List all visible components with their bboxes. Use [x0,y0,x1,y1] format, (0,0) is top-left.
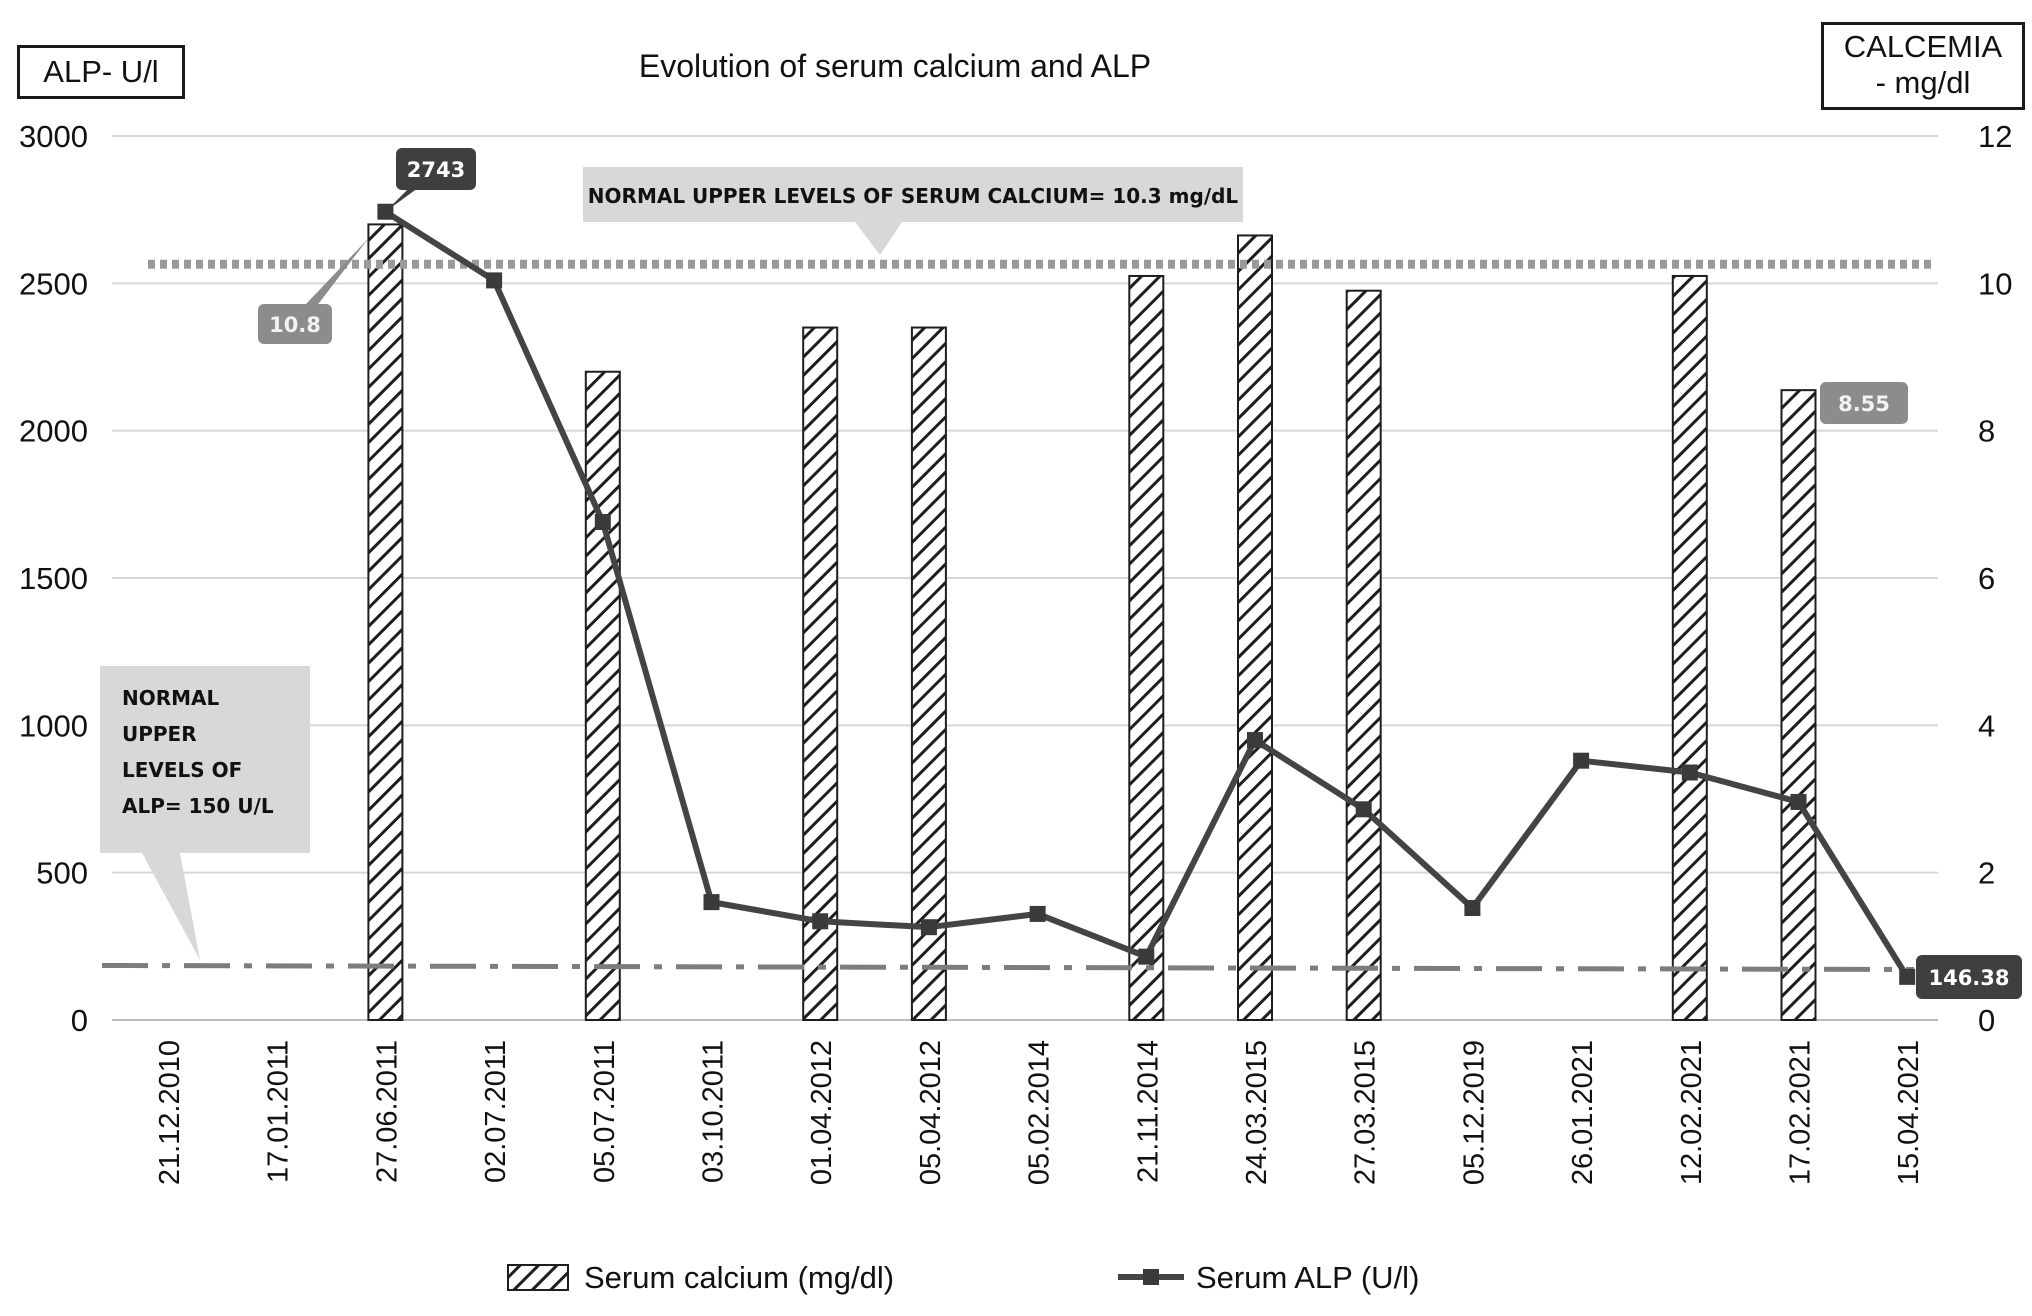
calcium-bar [1780,389,1817,1021]
right-tick-label: 12 [1978,119,2012,154]
callout-label: 10.8 [269,313,321,337]
left-axis-ticks: 0 500 1000 1500 2000 2500 3000 [19,119,88,1038]
x-tick-label: 27.06.2011 [371,1040,403,1183]
alp-reference-pointer [142,853,200,960]
x-tick-label: 26.01.2021 [1567,1040,1599,1185]
right-tick-label: 6 [1978,561,1995,596]
right-axis-title-line2: - mg/dl [1875,65,1971,100]
x-tick-label: 12.02.2021 [1676,1040,1708,1185]
callouts: 2743 10.8 8.55 146.38 [258,148,2022,999]
calcium-bar [910,326,947,1021]
alp-point-marker [1573,752,1590,769]
alp-point-marker [812,913,829,930]
callout-box [396,148,476,190]
alp-point-marker [1464,900,1481,917]
x-tick-label: 05.07.2011 [589,1040,621,1183]
legend-alp-label: Serum ALP (U/l) [1196,1260,1419,1295]
left-tick-label: 1500 [19,561,88,596]
x-tick-label: 17.01.2011 [263,1040,295,1183]
alp-point-marker [1247,732,1263,749]
left-tick-label: 2000 [19,414,88,449]
x-tick-label: 15.04.2021 [1893,1040,1925,1185]
x-tick-label: 17.02.2021 [1785,1040,1817,1185]
calcium-bar [1128,274,1165,1021]
legend-alp-marker [1143,1269,1159,1285]
right-tick-label: 0 [1978,1003,1995,1038]
left-tick-label: 0 [71,1003,88,1038]
calcium-bar [802,326,839,1021]
calcium-bar [1237,234,1273,1021]
alp-reference-label-line: UPPER [122,722,197,746]
legend-calcium-swatch [507,1264,569,1291]
right-tick-label: 2 [1978,856,1995,891]
x-tick-label: 01.04.2012 [806,1040,838,1185]
calcium-bars [367,223,1817,1021]
x-tick-label: 24.03.2015 [1241,1040,1273,1185]
callout-box [1820,382,1908,424]
alp-reference-label-line: NORMAL [122,686,220,710]
alp-reference-box [100,666,310,853]
legend-calcium-label: Serum calcium (mg/dl) [584,1260,894,1295]
calcium-bar [584,370,621,1021]
left-tick-label: 500 [36,856,88,891]
callout-pointer [385,169,444,212]
x-tick-label: 27.03.2015 [1350,1040,1382,1185]
x-tick-label: 21.12.2010 [154,1040,186,1185]
right-axis-title: CALCEMIA - mg/dl [1821,22,2025,110]
alp-point-marker [486,272,503,289]
calcium-bar [367,223,404,1021]
legend: Serum calcium (mg/dl) Serum ALP (U/l) [507,1260,1419,1295]
left-axis-title: ALP- U/l [17,45,185,99]
calcium-reference-box [583,167,1243,222]
callout-pointer [287,238,369,324]
gridlines [112,135,1938,1021]
callout-label: 2743 [407,158,465,182]
alp-point-marker [703,894,720,911]
alp-point-marker [1681,764,1698,781]
callout-label: 8.55 [1838,392,1890,416]
alp-point-marker [1355,801,1372,818]
left-tick-label: 3000 [19,119,88,154]
left-tick-label: 2500 [19,266,88,301]
reference-lines: NORMAL UPPER LEVELS OF SERUM CALCIUM= 10… [100,167,1936,972]
calcium-reference-label: NORMAL UPPER LEVELS OF SERUM CALCIUM= 10… [588,184,1239,208]
right-axis-title-line1: CALCEMIA [1843,29,2003,64]
alp-point-marker [594,514,611,531]
alp-point-marker [920,919,937,936]
callout-box [1916,955,2022,999]
chart-title: Evolution of serum calcium and ALP [638,48,1152,84]
right-tick-label: 8 [1978,414,1995,449]
alp-point-marker [1138,948,1155,965]
right-tick-label: 10 [1978,266,2012,301]
alp-reference-line [101,962,1915,972]
x-tick-label: 05.02.2014 [1024,1040,1056,1185]
alp-reference-label-line: LEVELS OF [122,758,242,782]
x-tick-label: 21.11.2014 [1132,1040,1164,1183]
callout-box [258,304,332,344]
alp-line [377,203,1916,985]
alp-reference-label-line: ALP= 150 U/L [122,794,274,818]
calcium-reference-pointer [855,222,902,255]
right-tick-label: 4 [1978,708,1995,743]
alp-point-marker [1029,905,1046,922]
left-tick-label: 1000 [19,708,88,743]
callout-label: 146.38 [1928,966,2009,990]
right-axis-ticks: 0 2 4 6 8 10 12 [1978,119,2012,1038]
x-tick-label: 05.12.2019 [1458,1040,1490,1185]
x-tick-label: 03.10.2011 [698,1040,730,1183]
x-tick-label: 05.04.2012 [915,1040,947,1185]
alp-point-marker [1790,793,1807,810]
x-axis-labels: 21.12.2010 17.01.2011 27.06.2011 02.07.2011… [154,1040,1925,1185]
x-tick-label: 02.07.2011 [480,1040,512,1183]
calcium-bar [1671,274,1708,1021]
calcium-bar [1345,289,1382,1021]
